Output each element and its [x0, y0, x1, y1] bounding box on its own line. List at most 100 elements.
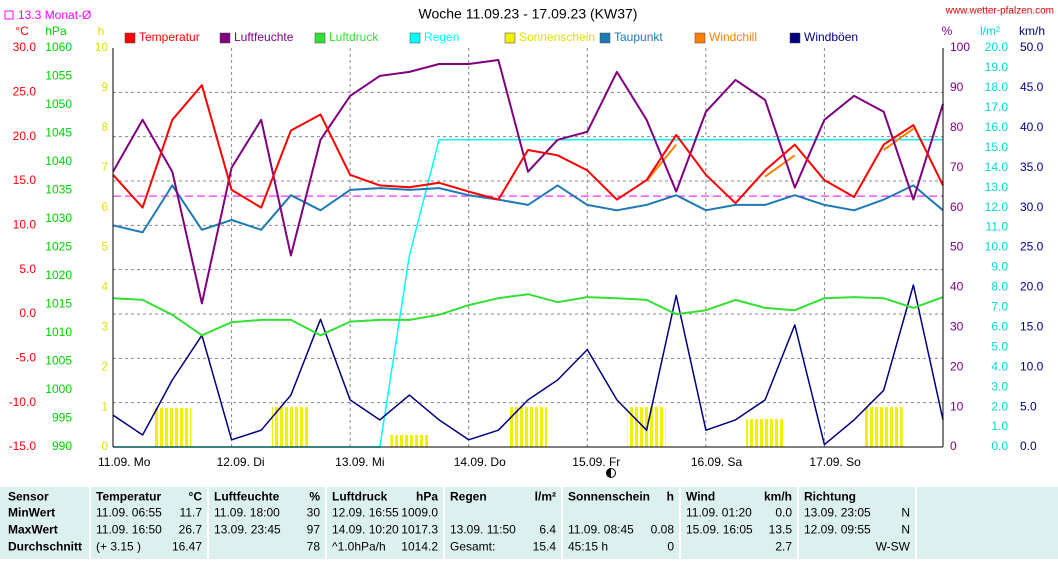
y-tick-label: 90 [950, 80, 964, 94]
table-cell-right: 1014.2 [401, 540, 438, 554]
table-cell-left: 14.09. 10:20 [332, 523, 399, 537]
legend-swatch [599, 32, 611, 44]
y-tick-label: 60 [950, 200, 964, 214]
table-header: Sensor [8, 490, 49, 504]
y-tick-label: 7 [101, 160, 108, 174]
table-cell-left: 15.09. 16:05 [686, 523, 753, 537]
y-tick-label: 50 [950, 240, 964, 254]
sunshine-bar [746, 419, 785, 447]
legend-label: Temperatur [139, 30, 200, 44]
y-tick-label: 1050 [45, 97, 72, 111]
table-cell-left: Gesamt: [450, 540, 495, 554]
y-tick-label: 12.0 [985, 200, 1009, 214]
y-tick-label: 15.0 [1020, 319, 1044, 333]
y-tick-label: 10.0 [13, 218, 37, 232]
y-tick-label: 5.0 [19, 262, 36, 276]
y-tick-label: 25.0 [13, 85, 37, 99]
table-header-unit: hPa [416, 490, 438, 504]
y-tick-label: 19.0 [985, 60, 1009, 74]
table-cell-right: 2.7 [775, 540, 792, 554]
y-tick-label: -15.0 [9, 439, 37, 453]
table-header-unit: °C [189, 490, 203, 504]
y-tick-label: 16.0 [985, 120, 1009, 134]
table-header-unit: l/m² [535, 490, 556, 504]
legend-swatch [124, 32, 136, 44]
table-cell-right: 15.4 [533, 540, 557, 554]
table-cell-right: N [901, 506, 910, 520]
x-tick-label: 12.09. Di [217, 455, 265, 469]
table-header-unit: h [667, 490, 674, 504]
y-tick-label: 9 [101, 80, 108, 94]
y-tick-label: 6.0 [991, 319, 1008, 333]
sunshine-bar [390, 435, 429, 447]
y-tick-label: 1060 [45, 40, 72, 54]
table-cell-left: 12.09. 09:55 [804, 523, 871, 537]
table-cell-left: 13.09. 23:05 [804, 506, 871, 520]
legend-swatch [789, 32, 801, 44]
y-tick-label: 4 [101, 280, 108, 294]
table-cell-right: 26.7 [179, 523, 203, 537]
legend-label: Luftdruck [329, 30, 379, 44]
reference-legend-box [4, 10, 14, 20]
y-tick-label: -5.0 [15, 351, 36, 365]
y-tick-label: 17.0 [985, 100, 1009, 114]
y-tick-label: 0 [101, 439, 108, 453]
plot-area [113, 48, 943, 447]
y-tick-label: 45.0 [1020, 80, 1044, 94]
legend-label: Taupunkt [614, 30, 663, 44]
y-tick-label: 4.0 [991, 359, 1008, 373]
y-tick-label: 3 [101, 319, 108, 333]
legend-swatch [314, 32, 326, 44]
table-header: Regen [450, 490, 487, 504]
y-tick-label: 40 [950, 280, 964, 294]
y-tick-label: 11.0 [986, 220, 1009, 234]
table-cell-right: 11.7 [180, 506, 203, 520]
y-tick-label: 1005 [45, 354, 72, 368]
table-header-unit: % [309, 490, 320, 504]
table-row-label: MaxWert [8, 523, 58, 537]
axis-unit: hPa [45, 24, 67, 38]
moon-shade [606, 468, 611, 478]
table-cell-right: 13.5 [769, 523, 793, 537]
x-tick-label: 14.09. Do [454, 455, 506, 469]
y-tick-label: 3.0 [991, 379, 1008, 393]
y-tick-label: 1025 [45, 240, 72, 254]
x-tick-label: 13.09. Mi [335, 455, 384, 469]
y-tick-label: 5.0 [1020, 399, 1037, 413]
table-cell-left: 11.09. 06:55 [96, 506, 162, 520]
y-tick-label: 2.0 [991, 399, 1008, 413]
y-tick-label: 40.0 [1020, 120, 1044, 134]
table-cell-right: 1017.3 [401, 523, 438, 537]
table-header: Luftdruck [332, 490, 388, 504]
table-header-unit: km/h [764, 490, 792, 504]
x-tick-label: 16.09. Sa [691, 455, 743, 469]
axis-unit: km/h [1019, 24, 1045, 38]
legend-swatch [694, 32, 706, 44]
legend-label: Luftfeuchte [234, 30, 294, 44]
chart-title: Woche 11.09.23 - 17.09.23 (KW37) [419, 6, 638, 22]
y-tick-label: 20.0 [985, 40, 1009, 54]
y-tick-label: 990 [52, 439, 72, 453]
y-tick-label: 14.0 [985, 160, 1009, 174]
table-header: Temperatur [96, 490, 161, 504]
y-tick-label: 1030 [45, 211, 72, 225]
axis-unit: l/m² [980, 24, 1000, 38]
y-tick-label: 30.0 [1020, 200, 1044, 214]
y-tick-label: -10.0 [9, 395, 37, 409]
table-cell-right: 6.4 [539, 523, 556, 537]
y-tick-label: 1 [101, 399, 108, 413]
sunshine-bar [153, 407, 192, 447]
y-tick-label: 8 [101, 120, 108, 134]
table-header: Richtung [804, 490, 856, 504]
legend-label: Windböen [804, 30, 858, 44]
legend-swatch [504, 32, 516, 44]
table-cell-left: 11.09. 08:45 [568, 523, 634, 537]
series-line [112, 59, 944, 305]
y-tick-label: 10 [950, 399, 964, 413]
y-tick-label: 20 [950, 359, 964, 373]
y-tick-label: 50.0 [1020, 40, 1044, 54]
table-row-label: MinWert [8, 506, 55, 520]
source: www.wetter-pfalzen.com [945, 6, 1054, 17]
table-cell-left: (+ 3.15 ) [96, 540, 141, 554]
